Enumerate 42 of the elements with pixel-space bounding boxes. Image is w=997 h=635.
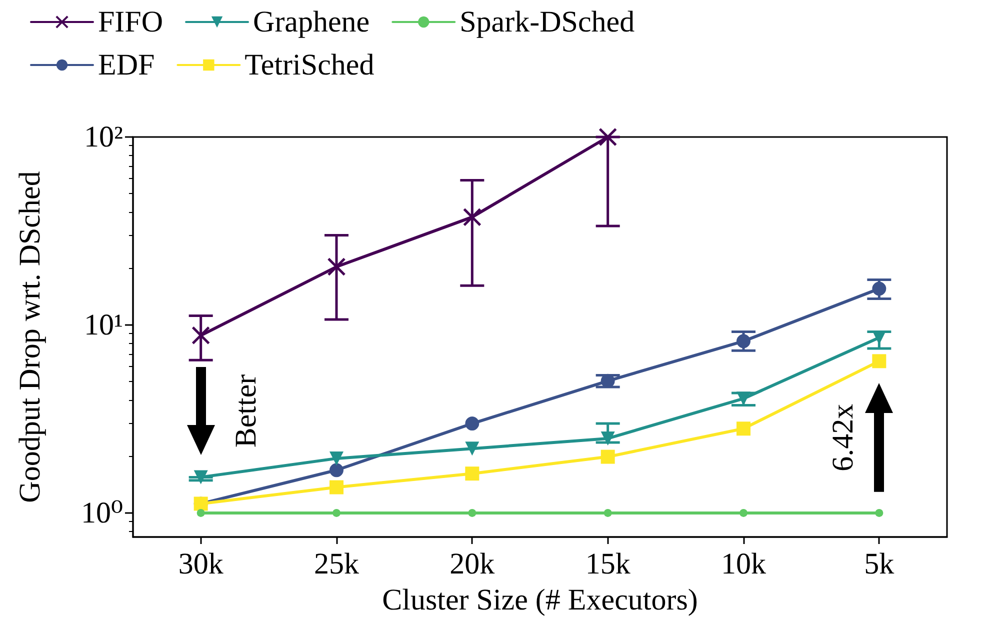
x-tick-label: 15k xyxy=(585,548,630,580)
point xyxy=(598,128,618,146)
legend-label: TetriSched xyxy=(244,48,374,82)
point xyxy=(600,431,615,446)
point xyxy=(875,508,884,517)
point xyxy=(468,508,476,517)
point xyxy=(330,451,344,466)
point xyxy=(465,416,480,431)
annotation: Better xyxy=(229,374,262,448)
x-tick-label: 20k xyxy=(450,548,495,580)
point xyxy=(465,442,480,456)
point xyxy=(332,508,340,517)
annotation: 6.42x xyxy=(826,404,860,472)
point xyxy=(600,374,615,388)
point xyxy=(872,354,886,368)
legend-label: Graphene xyxy=(253,6,370,38)
y-tick-label: 10⁰ xyxy=(80,496,123,530)
y-tick-label: 10¹ xyxy=(84,308,123,342)
point xyxy=(194,470,208,484)
point xyxy=(736,334,750,348)
legend-label: EDF xyxy=(98,48,155,82)
point xyxy=(196,508,205,517)
x-tick-label: 5k xyxy=(864,548,894,580)
point xyxy=(872,282,886,296)
point xyxy=(604,508,612,517)
point xyxy=(600,450,615,464)
point xyxy=(465,466,480,481)
y-axis-title: Goodput Drop wrt. DSched xyxy=(14,171,46,503)
point xyxy=(462,208,482,226)
point xyxy=(740,508,748,517)
x-axis-title: Cluster Size (# Executors) xyxy=(382,584,698,616)
y-tick-label: 10² xyxy=(84,120,123,154)
legend-label: FIFO xyxy=(98,6,164,38)
point xyxy=(330,480,344,494)
x-tick-label: 30k xyxy=(178,548,224,580)
x-tick-label: 25k xyxy=(314,548,359,580)
x-tick-label: 10k xyxy=(721,548,766,580)
legend-label: Spark-DSched xyxy=(460,6,635,38)
point xyxy=(330,463,344,478)
point xyxy=(736,422,750,436)
point xyxy=(192,326,210,345)
point xyxy=(327,258,346,276)
